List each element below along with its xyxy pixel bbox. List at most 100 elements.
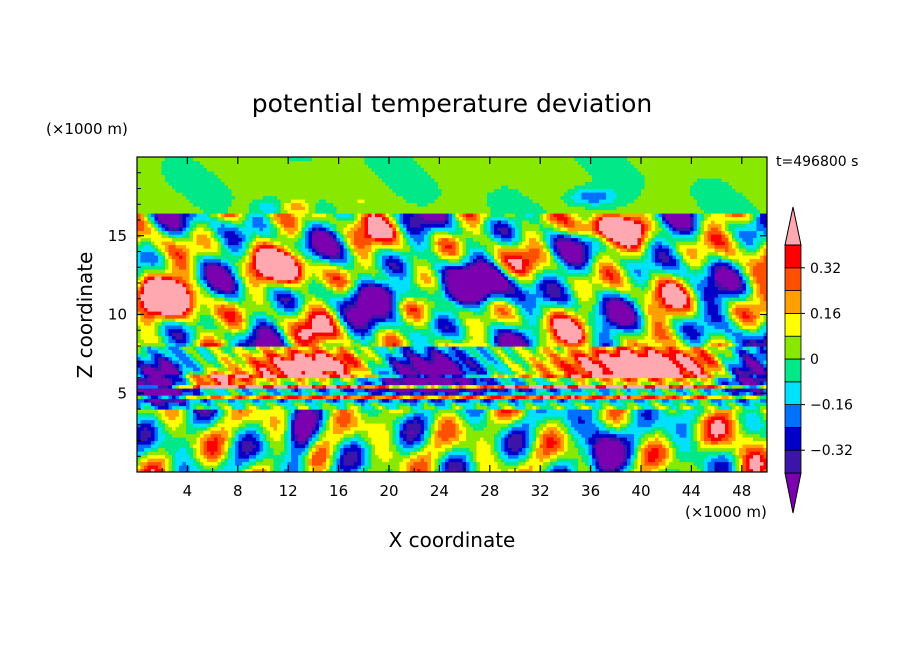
field-cell-1188: [483, 426, 502, 431]
field-cell-3075: [207, 356, 215, 361]
field-cell-3029: [501, 360, 506, 365]
field-cell-2600: [473, 377, 478, 382]
field-cell-2906: [186, 363, 198, 368]
field-cell-2676: [277, 374, 289, 379]
field-cell-240: [445, 461, 450, 466]
field-cell-768: [235, 440, 240, 445]
field-cell-3200: [375, 353, 380, 358]
field-cell-4540: [200, 304, 208, 309]
field-cell-3346: [557, 349, 565, 354]
field-cell-1382: [630, 419, 635, 424]
field-cell-3585: [700, 342, 705, 347]
field-cell-3799: [172, 332, 184, 337]
field-cell-3774: [620, 335, 646, 340]
field-cell-1279: [529, 423, 537, 428]
field-cell-4874: [214, 290, 219, 295]
field-cell-273: [693, 461, 705, 466]
field-cell-4586: [536, 304, 541, 309]
field-cell-2042: [263, 395, 271, 400]
field-cell-4971: [343, 286, 348, 291]
field-cell-3183: [280, 353, 289, 358]
field-cell-4337: [672, 314, 695, 319]
field-cell-101: [137, 465, 142, 470]
field-cell-4276: [242, 314, 247, 319]
field-cell-2534: [690, 381, 695, 386]
field-cell-1558: [630, 412, 635, 417]
field-cell-74: [595, 468, 600, 472]
field-cell-33: [343, 468, 352, 472]
field-cell-2842: [256, 367, 261, 372]
field-cell-1780: [718, 405, 723, 410]
field-cell-474: [168, 451, 177, 456]
field-cell-4837: [574, 293, 579, 298]
field-cell-2106: [592, 395, 604, 400]
field-cell-1128: [704, 430, 709, 435]
field-cell-3528: [308, 342, 317, 347]
field-cell-1310: [742, 423, 747, 428]
field-cell-225: [340, 461, 345, 466]
field-cell-2801: [578, 370, 590, 375]
field-cell-174: [630, 465, 635, 470]
field-cell-4802: [252, 293, 264, 298]
field-cell-4402: [483, 311, 492, 316]
field-cell-1629: [494, 409, 499, 414]
field-cell-2182: [424, 391, 436, 396]
field-cell-3335: [504, 349, 509, 354]
field-cell-4591: [592, 304, 597, 309]
field-cell-3459: [550, 346, 555, 351]
field-cell-3853: [511, 332, 516, 337]
field-cell-2548: [763, 381, 767, 386]
field-cell-4009: [343, 325, 348, 330]
field-cell-2737: [756, 374, 767, 379]
field-cell-1968: [504, 398, 509, 403]
field-cell-90: [707, 468, 716, 472]
field-cell-1455: [525, 416, 544, 421]
field-cell-3409: [291, 346, 299, 351]
field-cell-4156: [697, 321, 709, 326]
field-cell-1922: [273, 398, 278, 403]
field-cell-1878: [651, 402, 656, 407]
field-cell-3142: [669, 356, 677, 361]
field-cell-4684: [634, 300, 639, 305]
field-cell-336: [466, 458, 471, 463]
field-cell-2987: [200, 360, 208, 365]
field-cell-137: [371, 465, 401, 470]
field-cell-1761: [627, 405, 635, 410]
field-cell-1955: [434, 398, 439, 403]
field-cell-2940: [476, 363, 481, 368]
field-cell-1621: [431, 409, 439, 414]
field-cell-2893: [739, 367, 751, 372]
field-cell-4522: [693, 307, 698, 312]
field-cell-4095: [312, 321, 331, 326]
field-cell-931: [588, 437, 597, 442]
field-cell-1654: [662, 409, 670, 414]
field-cell-4092: [287, 321, 296, 326]
field-cell-1695: [280, 405, 285, 410]
field-cell-3035: [532, 360, 544, 365]
field-cell-4038: [578, 325, 583, 330]
field-cell-1573: [735, 412, 740, 417]
field-cell-2235: [728, 391, 733, 396]
field-cell-3082: [245, 356, 250, 361]
field-cell-2066: [392, 395, 397, 400]
field-cell-4680: [609, 300, 625, 305]
field-cell-1566: [693, 412, 702, 417]
field-cell-416: [368, 454, 373, 459]
field-cell-136: [364, 465, 373, 470]
field-cell-4740: [427, 297, 446, 302]
field-cell-3927: [392, 328, 401, 333]
field-cell-659: [735, 447, 740, 452]
field-cell-3970: [697, 328, 705, 333]
field-cell-4657: [452, 300, 457, 305]
field-cell-4433: [693, 311, 698, 316]
field-cell-881: [305, 437, 310, 442]
field-cell-2468: [312, 381, 320, 386]
field-cell-1171: [385, 426, 394, 431]
field-cell-478: [196, 451, 201, 456]
field-cell-4736: [399, 297, 404, 302]
field-cell-1788: [756, 405, 761, 410]
field-cell-211: [256, 461, 275, 466]
field-cell-802: [424, 440, 429, 445]
field-cell-3207: [417, 353, 422, 358]
field-cell-1909: [200, 398, 205, 403]
